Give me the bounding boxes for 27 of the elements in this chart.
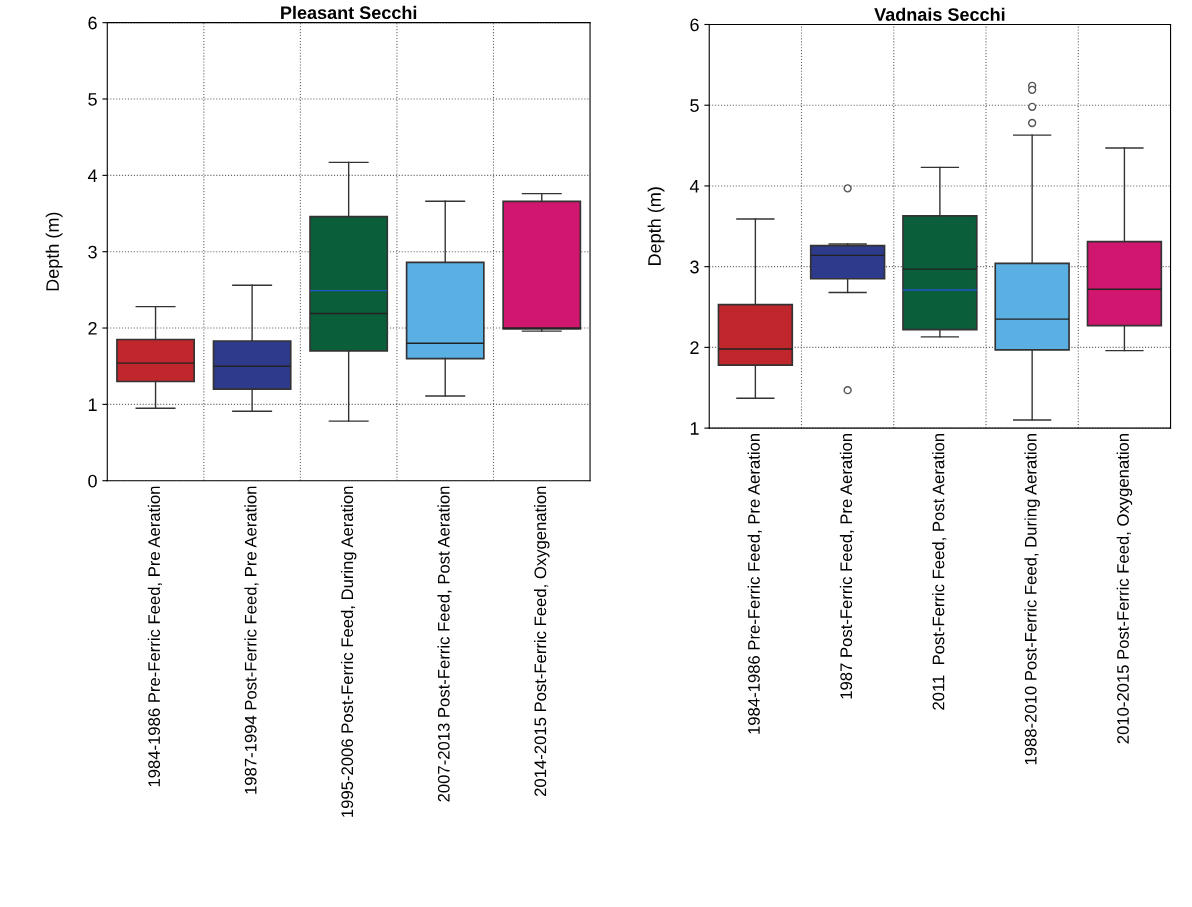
x-tick-label: 2011 Post-Ferric Feed, Post Aeration bbox=[932, 434, 947, 710]
x-tick-label: 1987 Post-Ferric Feed, Pre Aeration bbox=[839, 434, 855, 699]
y-tick-label: 5 bbox=[690, 99, 699, 112]
x-tick-label: 1984-1986 Pre-Ferric Feed, Pre Aeration bbox=[147, 486, 162, 787]
y-tick-label: 3 bbox=[690, 260, 699, 274]
chart-title: Vadnais Secchi bbox=[874, 7, 1005, 21]
y-tick-label: 3 bbox=[88, 245, 97, 259]
x-tick-label: 2014-2015 Post-Ferric Feed, Oxygenation bbox=[534, 486, 550, 796]
y-tick-label: 6 bbox=[690, 18, 699, 32]
y-tick-label: 2 bbox=[690, 341, 699, 354]
y-tick-label: 1 bbox=[88, 398, 97, 411]
y-tick-label: 6 bbox=[88, 16, 97, 30]
x-tick-label: 2010-2015 Post-Ferric Feed, Oxygenation bbox=[1116, 434, 1133, 744]
y-tick-label: 4 bbox=[689, 180, 699, 193]
x-tick-label: 2007-2013 Post-Ferric Feed, Post Aeration bbox=[437, 486, 452, 802]
x-tick-label: 1987-1994 Post-Ferric Feed, Pre Aeration bbox=[244, 486, 259, 794]
chart-title: Pleasant Secchi bbox=[281, 5, 417, 20]
y-tick-label: 5 bbox=[88, 93, 97, 106]
y-tick-label: 2 bbox=[88, 321, 97, 335]
x-tick-label: 1995-2006 Post-Ferric Feed, During Aeration bbox=[340, 486, 357, 817]
y-axis-title: Depth (m) bbox=[647, 187, 665, 265]
x-tick-label: 1984-1986 Pre-Ferric Feed, Pre Aeration bbox=[747, 434, 762, 734]
y-tick-label: 1 bbox=[690, 422, 699, 435]
y-axis-title: Depth (m) bbox=[45, 212, 63, 291]
y-tick-label: 4 bbox=[87, 169, 98, 182]
x-tick-label: 1988-2010 Post-Ferric Feed, During Aeration bbox=[1024, 434, 1040, 765]
y-tick-label: 0 bbox=[88, 474, 97, 488]
